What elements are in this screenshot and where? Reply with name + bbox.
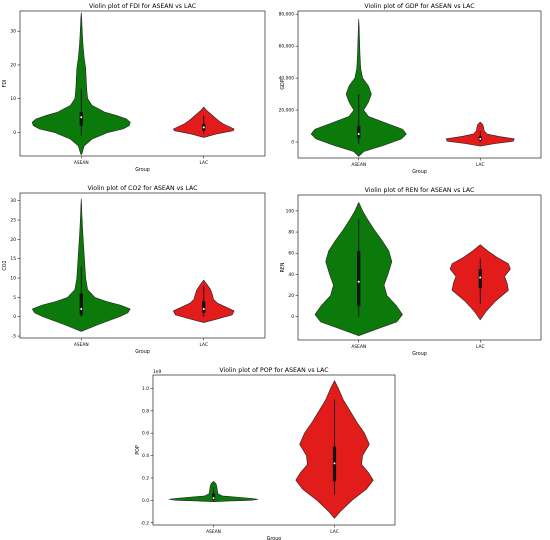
violin-iqr-box: [478, 269, 482, 289]
y-tick-label: 40: [288, 272, 294, 278]
y-tick-label: 0: [291, 314, 294, 320]
y-tick-label: -0.2: [140, 520, 149, 526]
violin-median: [357, 133, 360, 136]
violin-asean: [31, 12, 131, 155]
chart-title: Violin plot of FDI for ASEAN vs LAC: [89, 3, 196, 10]
y-axis-label: REN: [280, 262, 286, 272]
x-tick-label: ASEAN: [74, 160, 89, 166]
y-tick-label: 0: [291, 140, 294, 146]
x-axis-label: Group: [267, 536, 282, 540]
violin-asean: [314, 202, 403, 337]
violin-median: [333, 462, 336, 465]
violin-median: [80, 116, 83, 119]
y-tick-label: 40,000: [279, 76, 295, 82]
violin-median: [202, 308, 205, 310]
y-axis-label: POP: [135, 445, 141, 455]
violin-median: [212, 497, 215, 500]
plot-frame: [19, 192, 266, 339]
violin-body: [31, 12, 131, 155]
x-tick-label: ASEAN: [74, 342, 89, 348]
violin-body: [310, 18, 407, 157]
chart-title: Violin plot of POP for ASEAN vs LAC: [219, 367, 328, 374]
chart-title: Violin plot of REN for ASEAN vs LAC: [365, 187, 475, 194]
violin-iqr-box: [357, 251, 361, 307]
x-tick-label: LAC: [330, 529, 339, 535]
violin-median: [479, 137, 482, 140]
violin-lac: [173, 279, 235, 323]
x-axis-label: Group: [135, 349, 150, 355]
y-tick-label: 80,000: [279, 12, 295, 18]
violin-iqr-box: [79, 112, 83, 126]
violin-median: [80, 308, 83, 310]
y-tick-label: 60: [288, 251, 294, 257]
plot-frame: [152, 374, 396, 526]
y-tick-label: 0: [13, 130, 16, 136]
y-tick-label: 10: [10, 276, 16, 282]
chart-panel-2: Violin plot of GDP for ASEAN vs LAC 0 20,0…: [279, 3, 542, 175]
y-tick-label: 0.0: [142, 498, 149, 504]
y-tick-label: 30: [10, 29, 16, 35]
plot-frame: [297, 194, 542, 341]
y-tick-label: 30: [10, 198, 16, 204]
y-tick-label: -5: [12, 334, 17, 340]
violin-asean: [310, 18, 407, 157]
x-tick-label: ASEAN: [351, 162, 366, 168]
x-tick-label: LAC: [476, 162, 485, 168]
x-tick-label: ASEAN: [351, 344, 366, 350]
violin-lac: [295, 380, 374, 519]
y-tick-label: 5: [13, 295, 16, 301]
y-tick-label: 0.2: [142, 475, 149, 481]
y-tick-label: 15: [10, 256, 16, 262]
y-tick-label: 20: [10, 237, 16, 243]
chart-panel-1: Violin plot of FDI for ASEAN vs LAC 0 10 20…: [2, 3, 266, 173]
y-tick-label: 1.0: [142, 386, 149, 392]
x-axis-label: Group: [412, 351, 427, 357]
chart-title: Violin plot of GDP for ASEAN vs LAC: [364, 3, 474, 10]
y-tick-label: 20: [10, 62, 16, 68]
violin-body: [31, 198, 131, 332]
violin-iqr-box: [357, 126, 361, 139]
y-axis-label: FDI: [2, 80, 8, 88]
y-tick-label: 20: [288, 293, 294, 299]
y-tick-label: 0.4: [142, 453, 149, 459]
violin-iqr-box: [79, 293, 83, 315]
plot-frame: [297, 10, 542, 159]
x-axis-label: Group: [135, 167, 150, 173]
violin-median: [357, 280, 360, 283]
y-tick-label: 60,000: [279, 44, 295, 50]
violin-lac: [445, 121, 515, 147]
chart-panel-3: Violin plot of CO2 for ASEAN vs LAC -5 0 5 1…: [2, 185, 266, 355]
y-tick-label: 0.8: [142, 408, 149, 414]
violin-median: [479, 276, 482, 279]
violin-asean: [31, 198, 131, 332]
violin-iqr-box: [211, 493, 216, 500]
chart-title: Violin plot of CO2 for ASEAN vs LAC: [87, 185, 197, 192]
violin-median: [202, 126, 205, 129]
x-tick-label: ASEAN: [206, 529, 221, 535]
chart-panel-4: Violin plot of REN for ASEAN vs LAC 0 20 40…: [280, 187, 542, 357]
y-tick-label: 80: [288, 230, 294, 236]
y-axis-label: GDP: [280, 79, 286, 89]
y-axis-label: CO2: [2, 260, 8, 270]
x-tick-label: LAC: [199, 160, 208, 166]
y-tick-label: 25: [10, 218, 16, 224]
plot-frame: [19, 10, 266, 157]
y-tick-label: 20,000: [279, 108, 295, 114]
y-tick-label: 0.6: [142, 431, 149, 437]
violin-asean: [168, 481, 259, 503]
violin-iqr-box: [202, 301, 206, 313]
y-tick-label: 100: [286, 208, 295, 214]
violin-lac: [173, 106, 235, 138]
x-tick-label: LAC: [476, 344, 485, 350]
violin-lac: [449, 244, 511, 321]
x-tick-label: LAC: [199, 342, 208, 348]
y-tick-label: 0: [13, 314, 16, 320]
x-axis-label: Group: [412, 169, 427, 175]
y-tick-label: 10: [10, 96, 16, 102]
y-axis-offset-label: 1e9: [153, 369, 161, 375]
chart-panel-5: Violin plot of POP for ASEAN vs LAC -0.2 0…: [135, 367, 396, 540]
